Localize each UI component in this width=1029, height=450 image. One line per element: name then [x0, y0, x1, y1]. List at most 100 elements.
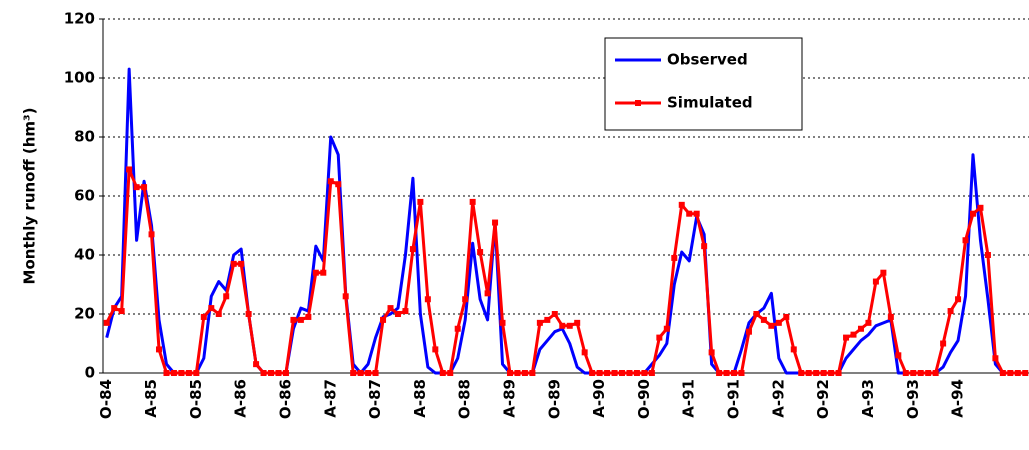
x-tick-label: O-93 [904, 379, 922, 419]
point-marker [208, 305, 215, 312]
point-marker [417, 198, 424, 205]
point-marker [805, 370, 812, 376]
point-marker [977, 204, 984, 211]
point-marker [693, 210, 700, 217]
point-marker [813, 370, 820, 376]
point-marker [887, 313, 894, 320]
point-marker [753, 311, 760, 317]
point-marker [872, 278, 879, 285]
point-marker [880, 269, 887, 276]
point-marker [170, 370, 177, 376]
point-marker [783, 313, 790, 320]
point-marker [178, 370, 185, 376]
point-marker [947, 308, 954, 315]
point-marker [641, 370, 648, 376]
x-tick-label: A-91 [680, 379, 698, 418]
point-marker [902, 370, 909, 376]
x-tick-label: O-85 [187, 379, 205, 419]
point-marker [282, 370, 289, 376]
point-marker [551, 311, 558, 317]
x-tick-label: O-91 [725, 379, 743, 419]
y-tick-label: 20 [74, 305, 95, 323]
point-marker [716, 370, 723, 376]
y-tick-label: 100 [64, 69, 95, 87]
point-marker [432, 346, 439, 353]
point-marker [574, 319, 581, 326]
x-tick-label: A-87 [321, 379, 339, 418]
point-marker [290, 316, 297, 323]
point-marker [828, 370, 835, 376]
point-marker [230, 260, 237, 267]
y-tick-label: 120 [64, 10, 95, 28]
point-marker [499, 319, 506, 326]
legend-box [604, 37, 803, 131]
point-marker [529, 370, 536, 376]
point-marker [387, 305, 394, 312]
x-tick-label: O-84 [97, 379, 115, 419]
point-marker [633, 370, 640, 376]
point-marker [260, 370, 267, 376]
point-marker [932, 370, 939, 376]
point-marker [305, 313, 312, 320]
point-marker [768, 322, 775, 329]
point-marker [775, 319, 782, 326]
point-marker [454, 325, 461, 332]
point-marker [462, 296, 469, 303]
point-marker [327, 178, 334, 185]
point-marker [648, 370, 655, 376]
point-marker [820, 370, 827, 376]
point-marker [686, 210, 693, 217]
point-marker [141, 184, 148, 191]
x-tick-label: O-86 [276, 379, 294, 419]
point-marker [738, 370, 745, 376]
point-marker [910, 370, 917, 376]
point-marker [798, 370, 805, 376]
point-marker [843, 334, 850, 341]
point-marker [596, 370, 603, 376]
point-marker [163, 370, 170, 376]
point-marker [380, 316, 387, 323]
point-marker [850, 331, 857, 338]
point-marker [865, 319, 872, 326]
series-line [105, 67, 1026, 375]
point-marker [1007, 370, 1014, 376]
point-marker [148, 231, 155, 238]
y-tick-label: 80 [74, 128, 95, 146]
series-line [105, 167, 1026, 375]
point-marker [350, 370, 357, 376]
x-tick-label: O-89 [545, 379, 563, 419]
legend-label: Observed [667, 51, 748, 69]
x-tick-label: A-94 [949, 379, 967, 418]
point-marker [439, 370, 446, 376]
point-marker [604, 370, 611, 376]
x-tick-label: O-90 [635, 379, 653, 419]
point-marker [895, 352, 902, 359]
point-marker [760, 316, 767, 323]
x-tick-label: A-89 [500, 379, 518, 418]
point-marker [103, 319, 110, 326]
x-tick-label: O-88 [456, 379, 474, 419]
point-marker [992, 355, 999, 362]
point-marker [656, 334, 663, 341]
point-marker [925, 370, 932, 376]
point-marker [701, 243, 708, 250]
point-marker [111, 305, 118, 312]
x-tick-label: O-92 [814, 379, 832, 419]
point-marker [320, 269, 327, 276]
point-marker [790, 346, 797, 353]
point-marker [1022, 370, 1029, 376]
x-tick-label: O-87 [366, 379, 384, 419]
point-marker [372, 370, 379, 376]
point-marker [619, 370, 626, 376]
point-marker [245, 311, 252, 317]
point-marker [940, 340, 947, 347]
x-tick-label: A-85 [142, 379, 160, 418]
x-tick-label: A-93 [859, 379, 877, 418]
point-marker [268, 370, 275, 376]
x-tick-label: A-86 [232, 379, 250, 418]
point-marker [365, 370, 372, 376]
point-marker [492, 219, 499, 226]
point-marker [678, 201, 685, 208]
point-marker [626, 370, 633, 376]
